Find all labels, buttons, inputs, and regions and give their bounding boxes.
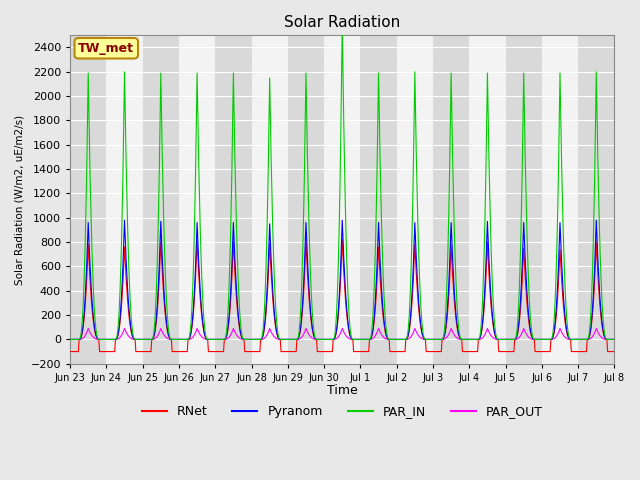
Legend: RNet, Pyranom, PAR_IN, PAR_OUT: RNet, Pyranom, PAR_IN, PAR_OUT [136,400,548,423]
Bar [506,36,542,364]
Y-axis label: Solar Radiation (W/m2, uE/m2/s): Solar Radiation (W/m2, uE/m2/s) [15,114,25,285]
Bar [252,36,288,364]
X-axis label: Time: Time [327,384,358,397]
Bar [469,36,506,364]
Bar [179,36,215,364]
Bar [433,36,469,364]
Bar [215,36,252,364]
Bar [542,36,578,364]
Bar [70,36,106,364]
Bar [143,36,179,364]
Bar [578,36,614,364]
Bar [106,36,143,364]
Bar [288,36,324,364]
Title: Solar Radiation: Solar Radiation [284,15,401,30]
Text: TW_met: TW_met [78,42,134,55]
Bar [360,36,397,364]
Bar [614,36,640,364]
Bar [397,36,433,364]
Bar [324,36,360,364]
